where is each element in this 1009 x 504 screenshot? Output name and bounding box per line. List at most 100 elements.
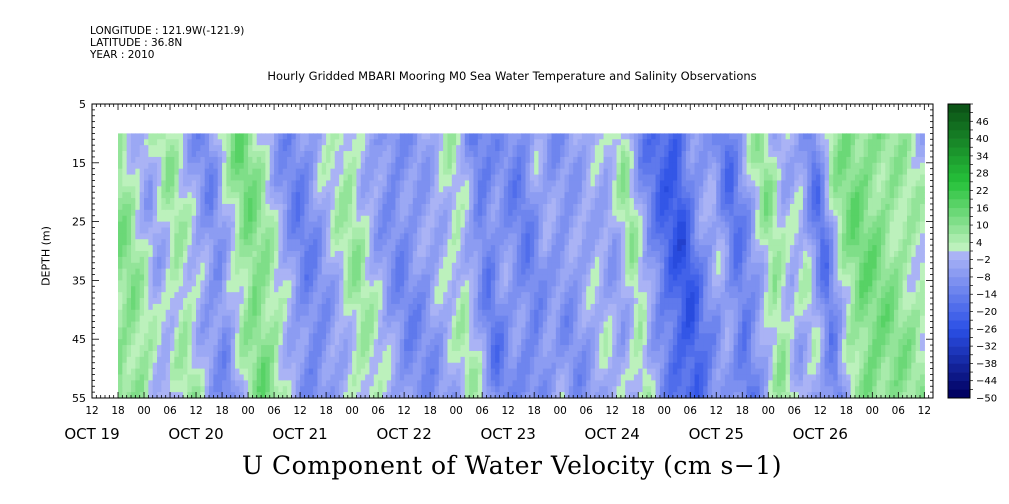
heatmap-cell — [126, 356, 132, 364]
heatmap-cell — [321, 298, 327, 305]
heatmap-cell — [252, 303, 258, 311]
heatmap-cell — [360, 233, 366, 240]
heatmap-cell — [373, 227, 379, 234]
heatmap-cell — [386, 386, 392, 393]
heatmap-cell — [204, 333, 210, 340]
heatmap-cell — [131, 392, 136, 399]
heatmap-cell — [165, 251, 171, 258]
heatmap-cell — [516, 262, 522, 270]
heatmap-cell — [187, 368, 193, 376]
heatmap-cell — [399, 392, 405, 399]
heatmap-cell — [382, 221, 388, 229]
heatmap-cell — [503, 362, 509, 370]
heatmap-cell — [547, 298, 553, 305]
heatmap-cell — [586, 262, 592, 270]
heatmap-cell — [512, 392, 518, 399]
heatmap-cell — [291, 315, 297, 323]
heatmap-cell — [404, 292, 410, 299]
heatmap-cell — [252, 192, 258, 199]
heatmap-cell — [417, 386, 423, 393]
heatmap-cell — [581, 162, 587, 170]
heatmap-cell — [261, 215, 267, 223]
heatmap-cell — [564, 286, 570, 293]
heatmap-cell — [581, 298, 587, 305]
heatmap-cell — [434, 209, 440, 217]
heatmap-cell — [200, 268, 206, 276]
heatmap-cell — [265, 256, 271, 264]
heatmap-cell — [317, 239, 323, 246]
heatmap-cell — [343, 221, 349, 229]
heatmap-cell — [282, 292, 288, 299]
heatmap-cell — [503, 368, 509, 376]
heatmap-cell — [321, 350, 327, 358]
heatmap-cell — [157, 268, 162, 276]
heatmap-cell — [586, 315, 592, 323]
heatmap-cell — [157, 339, 162, 346]
heatmap-cell — [534, 309, 540, 317]
heatmap-cell — [382, 174, 388, 182]
heatmap-cell — [495, 139, 501, 146]
heatmap-cell — [438, 274, 444, 281]
heatmap-cell — [408, 392, 414, 399]
heatmap-cell — [508, 350, 514, 358]
heatmap-cell — [209, 251, 214, 258]
heatmap-cell — [226, 268, 232, 276]
heatmap-cell — [412, 321, 418, 329]
heatmap-cell — [170, 262, 175, 270]
heatmap-cell — [365, 333, 371, 340]
heatmap-cell — [590, 221, 596, 229]
heatmap-cell — [512, 374, 518, 381]
heatmap-cell — [161, 362, 167, 370]
heatmap-cell — [360, 315, 366, 323]
heatmap-cell — [360, 251, 366, 258]
heatmap-cell — [399, 262, 405, 270]
heatmap-cell — [274, 192, 280, 199]
heatmap-cell — [304, 339, 310, 346]
heatmap-cell — [308, 339, 314, 346]
heatmap-cell — [365, 374, 371, 381]
heatmap-cell — [183, 180, 188, 187]
heatmap-cell — [551, 198, 557, 205]
heatmap-cell — [560, 221, 566, 229]
heatmap-cell — [196, 315, 201, 323]
heatmap-cell — [334, 156, 340, 164]
heatmap-cell — [308, 168, 314, 176]
heatmap-cell — [152, 168, 158, 176]
heatmap-cell — [165, 315, 171, 323]
heatmap-cell — [568, 286, 574, 293]
heatmap-cell — [148, 292, 154, 299]
heatmap-cell — [542, 374, 548, 381]
heatmap-cell — [278, 315, 284, 323]
heatmap-cell — [568, 274, 574, 281]
heatmap-cell — [196, 333, 201, 340]
heatmap-cell — [456, 298, 462, 305]
heatmap-cell — [438, 215, 444, 223]
heatmap-cell — [226, 356, 232, 364]
heatmap-cell — [274, 221, 280, 229]
heatmap-cell — [512, 215, 518, 223]
heatmap-cell — [551, 251, 557, 258]
heatmap-cell — [369, 262, 375, 270]
heatmap-cell — [386, 274, 392, 281]
heatmap-cell — [386, 151, 392, 158]
heatmap-cell — [239, 374, 245, 381]
heatmap-cell — [278, 356, 284, 364]
heatmap-cell — [495, 233, 501, 240]
heatmap-cell — [317, 145, 323, 152]
heatmap-cell — [343, 292, 349, 299]
heatmap-cell — [534, 198, 540, 205]
heatmap-cell — [339, 180, 345, 187]
heatmap-cell — [464, 303, 470, 311]
heatmap-cell — [252, 327, 258, 334]
heatmap-cell — [408, 203, 414, 211]
heatmap-cell — [538, 174, 544, 182]
heatmap-cell — [586, 374, 592, 381]
heatmap-cell — [395, 192, 401, 199]
heatmap-cell — [343, 345, 349, 352]
heatmap-cell — [499, 209, 505, 217]
heatmap-cell — [430, 268, 436, 276]
heatmap-cell — [178, 286, 184, 293]
heatmap-cell — [321, 303, 327, 311]
heatmap-cell — [430, 321, 436, 329]
heatmap-cell — [456, 339, 462, 346]
